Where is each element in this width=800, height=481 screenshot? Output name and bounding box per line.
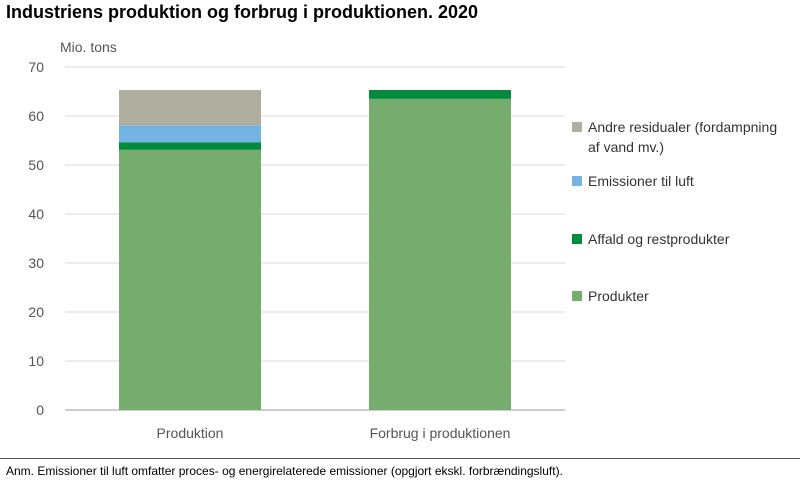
bar-segment xyxy=(369,98,511,410)
legend-entry: Affald og restprodukter xyxy=(588,231,730,247)
footer-divider xyxy=(0,458,800,459)
legend-swatch xyxy=(572,234,582,244)
legend-swatch xyxy=(572,122,582,132)
y-tick-label: 50 xyxy=(28,157,44,173)
bar-segment xyxy=(119,90,261,126)
y-tick-label: 0 xyxy=(36,402,44,418)
footnote: Anm. Emissioner til luft omfatter proces… xyxy=(6,464,563,478)
y-tick-label: 30 xyxy=(28,255,44,271)
legend-entry: Emissioner til luft xyxy=(588,173,694,189)
x-tick-label: Forbrug i produktionen xyxy=(370,425,511,441)
y-tick-label: 10 xyxy=(28,353,44,369)
y-tick-label: 60 xyxy=(28,108,44,124)
y-tick-labels: 0 10 20 30 40 50 60 70 xyxy=(28,59,44,418)
bars xyxy=(119,90,511,410)
legend-swatch xyxy=(572,176,582,186)
x-tick-label: Produktion xyxy=(157,425,224,441)
bar-segment xyxy=(119,125,261,143)
legend-entry: Produkter xyxy=(588,288,649,304)
bar-segment xyxy=(119,142,261,150)
legend-swatch xyxy=(572,291,582,301)
x-tick-labels: Produktion Forbrug i produktionen xyxy=(157,425,511,441)
bar-segment xyxy=(369,90,511,99)
legend: Andre residualer (fordampning af vand mv.… xyxy=(572,119,777,304)
y-axis-label: Mio. tons xyxy=(60,39,117,55)
y-tick-label: 70 xyxy=(28,59,44,75)
chart-title: Industriens produktion og forbrug i prod… xyxy=(6,2,479,22)
stacked-bar-chart: Mio. tons 0 10 20 30 40 50 60 70 Produktion Forb… xyxy=(28,39,777,441)
bar-segment xyxy=(119,149,261,410)
y-tick-label: 40 xyxy=(28,206,44,222)
y-tick-label: 20 xyxy=(28,304,44,320)
legend-entry: Andre residualer (fordampning af vand mv.… xyxy=(588,119,777,155)
